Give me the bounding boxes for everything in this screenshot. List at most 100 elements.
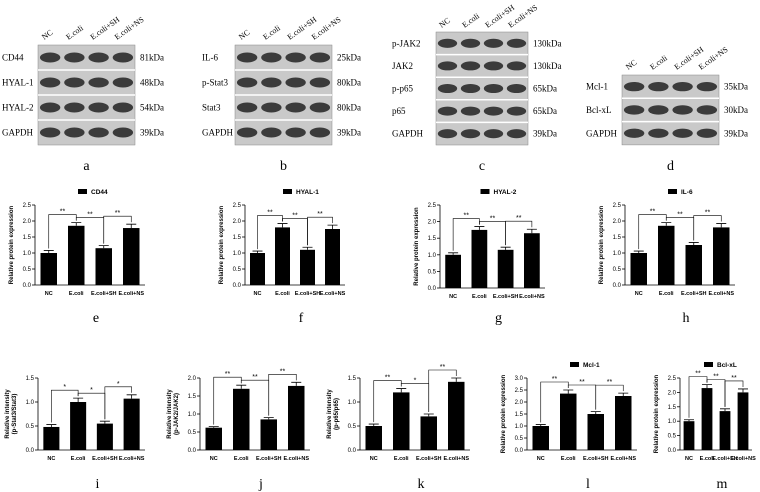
band (506, 61, 527, 71)
y-tick-label: 0.5 (348, 424, 357, 430)
y-tick-label: 1.0 (515, 424, 524, 430)
significance-bracket (595, 384, 624, 410)
y-tick-label: 1.0 (26, 400, 35, 406)
band (64, 52, 85, 63)
error-bar (302, 246, 313, 250)
x-tick-label: NC (254, 291, 262, 297)
error-bar (291, 381, 302, 386)
y-tick-label: 1.5 (613, 235, 622, 241)
significance-label: ** (552, 376, 558, 383)
y-tick-label: 0.0 (613, 283, 622, 289)
x-tick-label: NC (537, 456, 545, 462)
x-tick-label: E.coli (700, 456, 715, 462)
y-tick-label: 2.5 (515, 388, 524, 394)
size-label: 54kDa (140, 103, 164, 113)
band (285, 52, 306, 63)
y-tick-label: 3.0 (515, 376, 524, 382)
significance-label: ** (87, 212, 93, 219)
size-label: 39kDa (140, 128, 164, 138)
band (309, 52, 331, 63)
x-tick-label: E.coli (69, 291, 84, 297)
y-axis-label: (p-JAK2/JAK2) (174, 393, 180, 435)
panel-letter: d (667, 159, 674, 174)
y-tick-label: 2.5 (613, 203, 622, 209)
band (623, 81, 645, 92)
significance-label: ** (440, 364, 446, 371)
y-tick-label: 2.5 (428, 203, 437, 209)
x-tick-label: E.coli+NS (118, 291, 144, 297)
x-tick-label: E.coli+SH (712, 456, 738, 462)
y-tick-label: 1.5 (188, 394, 197, 400)
bar (737, 392, 749, 450)
band (39, 127, 61, 138)
significance-label: ** (695, 371, 701, 378)
significance-label: ** (385, 375, 391, 382)
significance-label: ** (280, 368, 286, 375)
x-tick-label: E.coli+SH (493, 294, 519, 300)
y-tick-label: 1.5 (348, 376, 357, 382)
band (460, 106, 481, 116)
bar (658, 225, 675, 285)
error-bar (684, 419, 694, 422)
x-tick-label: E.coli (394, 456, 409, 462)
x-tick-label: E.coli+SH (92, 456, 118, 462)
bar (68, 225, 85, 285)
significance-label: ** (677, 212, 683, 219)
y-tick-label: 0.0 (233, 283, 242, 289)
legend-swatch (668, 189, 677, 194)
significance-label: ** (607, 379, 613, 386)
band (88, 77, 109, 88)
y-tick-label: 1.0 (613, 251, 622, 257)
band (285, 127, 306, 138)
y-tick-label: 0.0 (428, 286, 437, 292)
significance-label: ** (292, 213, 298, 220)
y-tick-label: 0.0 (348, 448, 357, 454)
size-label: 130kDa (533, 38, 562, 48)
x-tick-label: E.coli (234, 456, 249, 462)
bar (123, 398, 140, 450)
band (112, 102, 134, 113)
band (88, 127, 109, 138)
legend-swatch (480, 189, 490, 194)
y-tick-label: 0.0 (26, 448, 35, 454)
x-tick-label: E.coli+SH (583, 456, 609, 462)
significance-label: ** (60, 209, 66, 216)
band (39, 77, 61, 88)
panel-letter: l (586, 477, 590, 492)
protein-label: HYAL-2 (2, 103, 34, 113)
significance-label: ** (579, 379, 585, 386)
protein-label: GAPDH (2, 128, 34, 138)
band (285, 102, 306, 113)
bar (325, 229, 340, 285)
y-tick-label: 2.5 (23, 203, 32, 209)
error-bar (526, 228, 537, 234)
size-label: 35kDa (724, 82, 748, 92)
y-tick-label: 0.0 (188, 448, 197, 454)
legend-label: Mcl-1 (583, 362, 600, 369)
bar (448, 381, 465, 450)
size-label: 130kDa (533, 61, 562, 71)
error-bar (688, 242, 699, 245)
band (483, 38, 504, 48)
x-tick-label: E.coli+SH (91, 291, 117, 297)
y-axis-label: Relative protein expression (219, 205, 225, 284)
error-bar (423, 413, 434, 417)
bar (615, 396, 632, 450)
significance-label: ** (490, 216, 496, 223)
significance-label: ** (317, 211, 323, 218)
significance-label: ** (115, 210, 121, 217)
y-tick-label: 0.5 (26, 424, 35, 430)
significance-label: ** (650, 209, 656, 216)
band (648, 128, 669, 138)
size-label: 39kDa (533, 129, 557, 139)
band (236, 127, 258, 138)
y-tick-label: 1.5 (515, 412, 524, 418)
error-bar (396, 388, 407, 393)
legend-swatch (570, 362, 579, 367)
y-axis-label: Relative protein expression (501, 374, 507, 453)
bar (96, 423, 113, 450)
lane-label: NC (624, 58, 638, 72)
error-bar (327, 224, 338, 229)
y-tick-label: 0.5 (23, 267, 32, 273)
band (696, 81, 718, 92)
